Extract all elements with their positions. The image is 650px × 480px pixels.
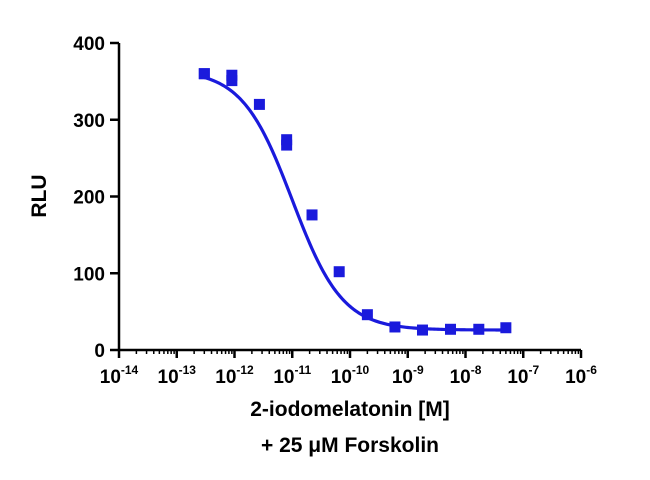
x-axis-label-line2: + 25 μM Forskolin: [261, 434, 439, 457]
data-point: [416, 324, 428, 336]
y-tick-label: 300: [73, 111, 105, 132]
data-point: [198, 68, 210, 80]
x-axis-label: 2-iodomelatonin [M]: [250, 398, 450, 421]
x-tick-label: 10-10: [331, 363, 370, 388]
x-tick-label: 10-14: [100, 363, 139, 388]
x-tick-label: 10-11: [273, 363, 311, 388]
y-axis: 0 100 200 300 400: [73, 34, 121, 362]
data-point: [253, 98, 265, 110]
x-axis: 10-14 10-13 10-12 10-11 10-10 10-9 10-8 10-7 10-…: [100, 348, 597, 388]
x-tick-label: 10-7: [507, 363, 539, 388]
data-point: [306, 209, 318, 221]
fit-curve-group: [203, 75, 506, 332]
data-point: [500, 322, 512, 334]
data-point: [226, 75, 238, 87]
data-point: [281, 139, 293, 151]
data-point: [389, 321, 401, 333]
y-tick-label: 400: [73, 34, 105, 55]
data-point: [473, 323, 485, 335]
y-tick-label: 100: [73, 264, 105, 285]
fit-curve-line: [203, 75, 506, 332]
y-axis-label: RLU: [28, 174, 51, 217]
data-points: [198, 68, 512, 336]
data-point: [445, 323, 457, 335]
x-tick-label: 10-8: [450, 363, 482, 388]
data-point: [361, 309, 373, 321]
x-tick-label: 10-6: [565, 363, 597, 388]
data-point: [333, 266, 345, 278]
y-tick-label: 200: [73, 188, 105, 209]
y-tick-label: 0: [94, 341, 105, 362]
x-tick-label: 10-12: [215, 363, 254, 388]
x-tick-label: 10-13: [158, 363, 197, 388]
x-tick-label: 10-9: [392, 363, 424, 388]
